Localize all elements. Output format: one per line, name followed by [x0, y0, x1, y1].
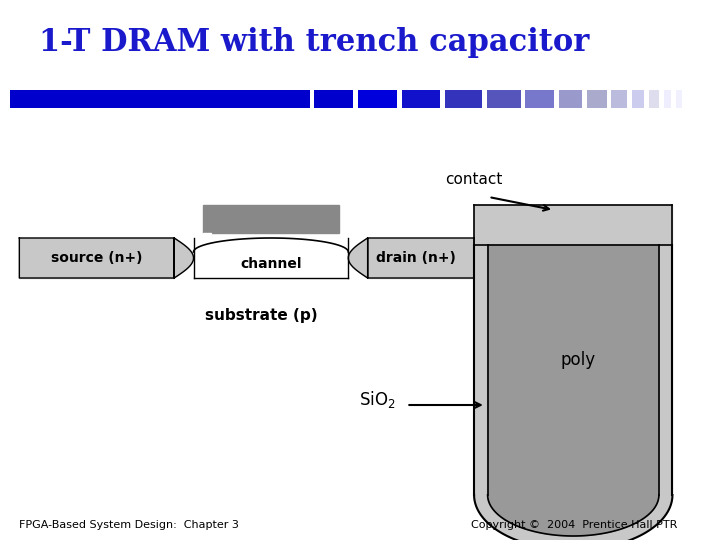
Bar	[474, 205, 672, 245]
Text: channel: channel	[240, 257, 302, 271]
Text: SiO$_2$: SiO$_2$	[359, 389, 396, 410]
Bar	[368, 238, 474, 278]
Text: Copyright ©  2004  Prentice Hall PTR: Copyright © 2004 Prentice Hall PTR	[471, 520, 678, 530]
Bar	[632, 90, 644, 108]
Bar	[203, 205, 338, 233]
Text: substrate (p): substrate (p)	[205, 308, 318, 323]
Bar	[487, 90, 521, 108]
Bar	[559, 90, 582, 108]
Bar	[9, 90, 310, 108]
Bar	[445, 90, 482, 108]
Polygon shape	[474, 245, 672, 540]
Bar	[358, 90, 397, 108]
Text: 1-T DRAM with trench capacitor: 1-T DRAM with trench capacitor	[39, 26, 589, 57]
Polygon shape	[174, 238, 194, 278]
Bar	[194, 238, 348, 278]
Bar	[649, 90, 659, 108]
Bar	[588, 90, 607, 108]
Polygon shape	[487, 245, 659, 536]
Polygon shape	[348, 238, 368, 278]
Bar	[402, 90, 440, 108]
Text: contact: contact	[446, 172, 503, 187]
Bar	[676, 90, 682, 108]
Bar	[526, 90, 554, 108]
Bar	[611, 90, 627, 108]
Text: source (n+): source (n+)	[51, 251, 143, 265]
Text: FPGA-Based System Design:  Chapter 3: FPGA-Based System Design: Chapter 3	[19, 520, 239, 530]
Bar	[19, 238, 174, 278]
Text: drain (n+): drain (n+)	[376, 251, 456, 265]
Text: poly: poly	[561, 351, 595, 369]
Bar	[664, 90, 672, 108]
Bar	[203, 233, 211, 238]
Bar	[315, 90, 353, 108]
